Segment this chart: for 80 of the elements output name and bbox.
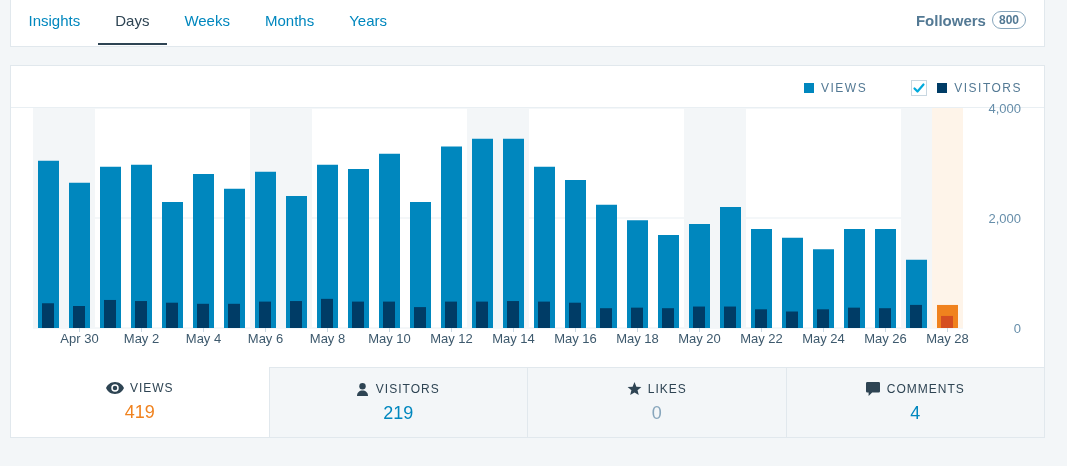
bar bbox=[476, 301, 488, 328]
x-tick-label: May 14 bbox=[492, 331, 535, 347]
legend-label: VIEWS bbox=[821, 80, 868, 95]
text: 0 bbox=[651, 403, 662, 423]
text: 419 bbox=[124, 402, 155, 422]
x-tick-label: May 10 bbox=[368, 331, 411, 347]
bar bbox=[910, 304, 922, 328]
bar bbox=[534, 166, 555, 328]
bar bbox=[255, 171, 276, 328]
text: 4 bbox=[910, 403, 921, 423]
bar bbox=[69, 182, 90, 328]
bar bbox=[228, 303, 240, 328]
x-tick-label: May 22 bbox=[740, 331, 783, 347]
x-tick-label: May 28 bbox=[926, 331, 969, 347]
bar bbox=[259, 301, 271, 328]
y-tick-label: 0 bbox=[1013, 320, 1021, 336]
bar bbox=[596, 204, 617, 328]
bar bbox=[410, 202, 431, 328]
bar bbox=[135, 301, 147, 328]
bar bbox=[73, 306, 85, 328]
bar bbox=[42, 303, 54, 328]
y-tick-label: 4,000 bbox=[988, 100, 1021, 116]
bar bbox=[321, 298, 333, 328]
x-tick-label: May 24 bbox=[802, 331, 845, 347]
text: Insights bbox=[27, 11, 82, 31]
text: Years bbox=[348, 11, 388, 31]
bar bbox=[100, 166, 121, 328]
x-tick-label: May 20 bbox=[678, 331, 721, 347]
bar bbox=[414, 307, 426, 328]
bar bbox=[224, 188, 245, 328]
bar bbox=[631, 307, 643, 328]
bar bbox=[565, 180, 586, 328]
bar bbox=[507, 301, 519, 328]
x-tick-label: May 26 bbox=[864, 331, 907, 347]
bar bbox=[569, 302, 581, 328]
bar bbox=[848, 307, 860, 328]
x-tick-label: May 6 bbox=[247, 331, 284, 347]
bar bbox=[786, 311, 798, 328]
x-tick-label: May 12 bbox=[430, 331, 473, 347]
bar bbox=[379, 153, 400, 328]
bar bbox=[782, 237, 803, 328]
x-tick-label: May 4 bbox=[185, 331, 222, 347]
bar bbox=[941, 315, 953, 328]
x-tick-label: Apr 30 bbox=[60, 331, 99, 347]
bar bbox=[166, 302, 178, 328]
text: Days bbox=[97, 0, 167, 45]
bar bbox=[724, 306, 736, 328]
bar bbox=[720, 207, 741, 328]
text: VISITORS bbox=[375, 382, 440, 396]
bar bbox=[441, 146, 462, 328]
bar bbox=[662, 308, 674, 328]
bar bbox=[538, 301, 550, 328]
bar bbox=[755, 309, 767, 328]
x-tick-label: May 8 bbox=[309, 331, 346, 347]
text: 219 bbox=[383, 403, 414, 423]
text: Weeks bbox=[183, 11, 231, 31]
x-tick-label: May 2 bbox=[123, 331, 160, 347]
legend-label: VISITORS bbox=[954, 80, 1022, 95]
bar bbox=[290, 301, 302, 328]
bar bbox=[193, 174, 214, 328]
bar bbox=[445, 301, 457, 328]
bar bbox=[817, 309, 829, 328]
y-tick-label: 2,000 bbox=[988, 210, 1021, 226]
text: 800 bbox=[991, 11, 1026, 29]
bar bbox=[197, 303, 209, 328]
text: Followers bbox=[915, 11, 986, 29]
bar bbox=[879, 308, 891, 328]
text: COMMENTS bbox=[886, 382, 965, 396]
text: LIKES bbox=[647, 382, 687, 396]
bar bbox=[693, 306, 705, 328]
bar bbox=[348, 169, 369, 328]
bar bbox=[104, 299, 116, 328]
bar bbox=[627, 220, 648, 328]
bar bbox=[383, 301, 395, 328]
text: VIEWS bbox=[129, 381, 174, 395]
text: Months bbox=[263, 11, 316, 31]
bar bbox=[352, 301, 364, 328]
x-tick-label: May 18 bbox=[616, 331, 659, 347]
bar bbox=[600, 308, 612, 328]
x-tick-label: May 16 bbox=[554, 331, 597, 347]
